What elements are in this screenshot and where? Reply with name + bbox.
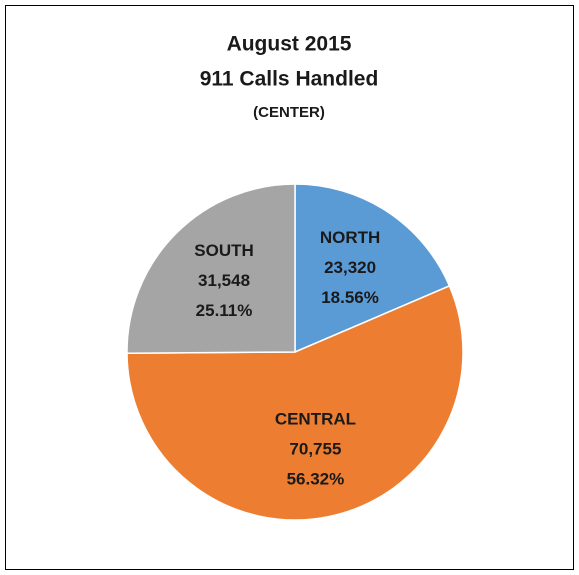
pie-slice [126,183,296,354]
chart-subtitle: 911 Calls Handled [200,68,379,91]
pie [126,183,464,521]
slice-value: 31,548 [198,271,250,290]
slice-category: NORTH [320,228,380,247]
pie-slice [126,284,464,521]
chart-note: (CENTER) [253,104,325,121]
slice-category: CENTRAL [275,409,356,428]
slice-category: SOUTH [194,241,254,260]
slice-value: 23,320 [324,258,376,277]
slice-value: 70,755 [289,439,341,458]
slice-percent: 18.56% [321,288,379,307]
slice-percent: 25.11% [196,301,253,320]
slice-percent: 56.32% [287,469,345,488]
pie-slice [294,183,451,354]
chart-title: August 2015 [227,33,352,56]
labels: NORTH 23,320 18.56% CENTRAL 70,755 56.32% SOUT… [194,228,380,488]
